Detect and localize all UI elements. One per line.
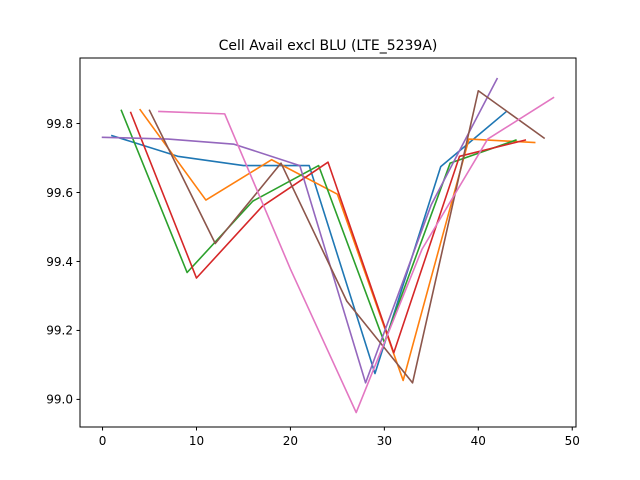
x-tick-label: 40 bbox=[471, 434, 486, 448]
y-tick-label: 99.6 bbox=[46, 186, 73, 200]
y-axis: 99.0 99.2 99.4 99.6 99.8 bbox=[46, 117, 80, 407]
series-line-1 bbox=[110, 110, 508, 375]
chart-title: Cell Avail excl BLU (LTE_5239A) bbox=[219, 38, 438, 54]
y-tick-label: 99.0 bbox=[46, 393, 73, 407]
x-axis: 0 10 20 30 40 50 bbox=[99, 427, 580, 448]
series-line-5 bbox=[101, 77, 499, 384]
series-line-2 bbox=[139, 108, 536, 382]
x-tick-label: 0 bbox=[99, 434, 107, 448]
series-line-6 bbox=[148, 89, 546, 384]
y-tick-label: 99.8 bbox=[46, 117, 73, 131]
series-line-3 bbox=[120, 109, 517, 344]
series-line-4 bbox=[129, 111, 527, 354]
x-tick-label: 10 bbox=[189, 434, 204, 448]
series-group bbox=[101, 77, 555, 414]
y-tick-label: 99.2 bbox=[46, 324, 73, 338]
x-tick-label: 20 bbox=[283, 434, 298, 448]
x-tick-label: 30 bbox=[377, 434, 392, 448]
x-tick-label: 50 bbox=[565, 434, 580, 448]
axes-frame bbox=[79, 57, 577, 428]
y-tick-label: 99.4 bbox=[46, 255, 73, 269]
series-line-7 bbox=[158, 96, 555, 414]
